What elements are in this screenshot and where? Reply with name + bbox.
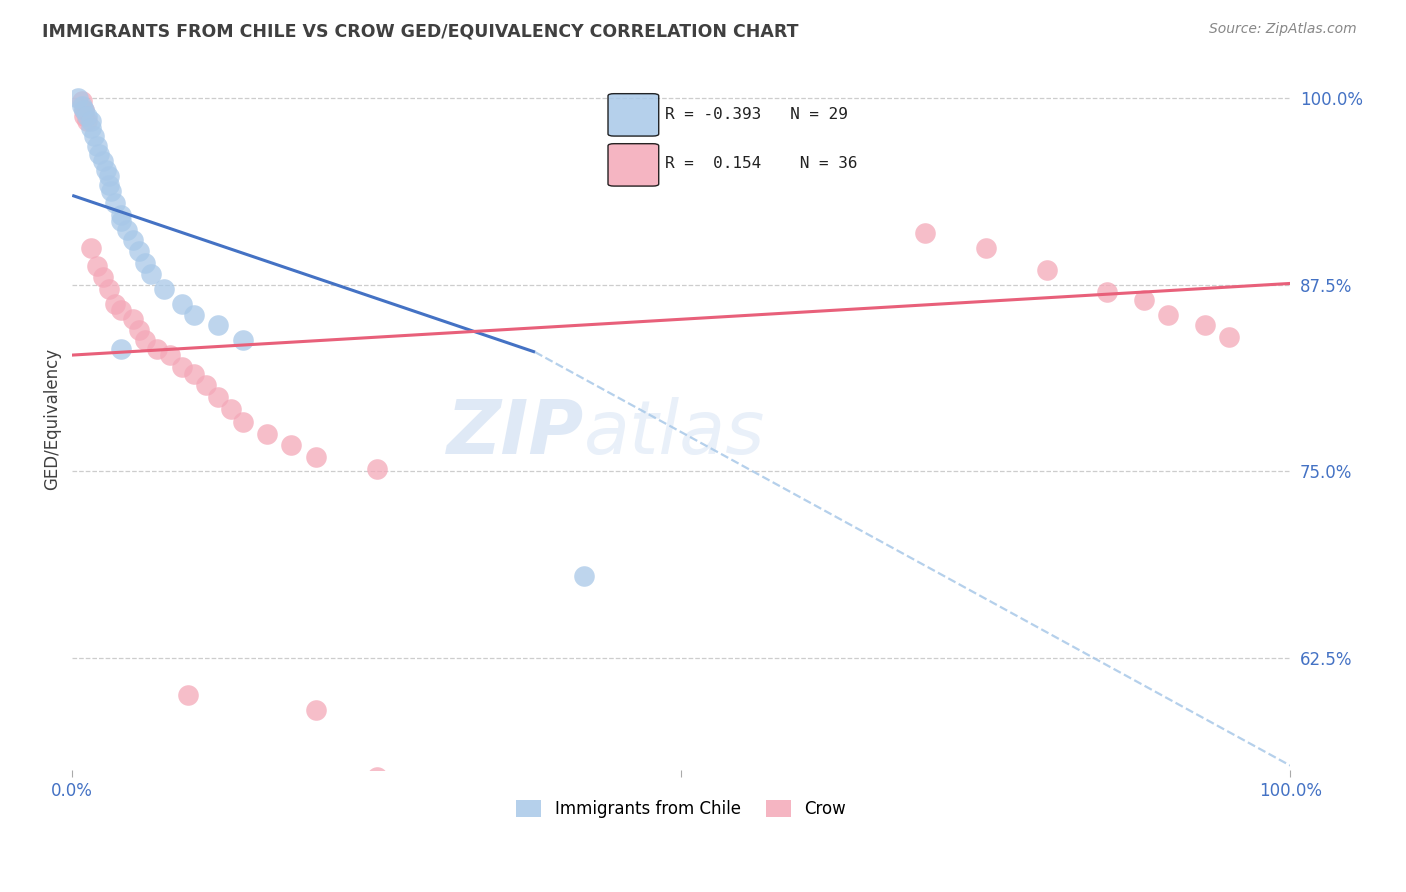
Point [366, 461, 388, 475]
Point [110, 342, 132, 356]
Point [1218, 330, 1240, 344]
Point [366, 771, 388, 785]
Point [86, 259, 108, 273]
Point [73, 109, 96, 123]
Point [159, 348, 181, 362]
Point [70, 95, 93, 109]
Point [305, 703, 328, 717]
Point [70, 99, 93, 113]
Point [83, 128, 105, 143]
Text: atlas: atlas [583, 397, 765, 469]
Point [91, 154, 114, 169]
Text: Source: ZipAtlas.com: Source: ZipAtlas.com [1209, 22, 1357, 37]
Point [256, 427, 278, 442]
Point [104, 195, 127, 210]
Point [1097, 285, 1119, 300]
Point [79, 241, 101, 255]
Point [170, 359, 193, 374]
Point [207, 390, 229, 404]
Point [97, 178, 120, 192]
Point [76, 109, 98, 123]
Point [232, 415, 254, 429]
Y-axis label: GED/Equivalency: GED/Equivalency [44, 348, 60, 491]
Point [974, 241, 997, 255]
Point [177, 689, 200, 703]
Point [572, 569, 595, 583]
Point [1035, 263, 1057, 277]
Point [122, 233, 145, 247]
Point [96, 163, 118, 178]
Point [914, 226, 936, 240]
Point [122, 312, 145, 326]
Point [87, 146, 110, 161]
Point [1133, 293, 1156, 307]
Point [1194, 318, 1216, 333]
Point [141, 268, 163, 282]
Point [79, 121, 101, 136]
Point [67, 91, 90, 105]
Point [100, 184, 122, 198]
Point [110, 303, 132, 318]
Point [128, 323, 150, 337]
Point [79, 113, 101, 128]
Point [128, 244, 150, 258]
Point [115, 223, 138, 237]
Point [97, 169, 120, 183]
Point [170, 297, 193, 311]
Point [73, 103, 96, 118]
Point [232, 333, 254, 347]
Point [146, 342, 169, 356]
Point [104, 297, 127, 311]
Point [110, 213, 132, 227]
Point [134, 255, 156, 269]
Point [183, 368, 205, 382]
Point [86, 139, 108, 153]
Point [76, 113, 98, 128]
Point [207, 318, 229, 333]
Point [73, 103, 96, 118]
Point [280, 437, 302, 451]
Point [219, 401, 242, 416]
Point [97, 282, 120, 296]
Point [152, 282, 174, 296]
Point [91, 270, 114, 285]
Point [305, 450, 328, 464]
Text: IMMIGRANTS FROM CHILE VS CROW GED/EQUIVALENCY CORRELATION CHART: IMMIGRANTS FROM CHILE VS CROW GED/EQUIVA… [42, 22, 799, 40]
Text: ZIP: ZIP [447, 397, 583, 470]
Point [183, 308, 205, 322]
Point [1157, 308, 1180, 322]
Point [134, 333, 156, 347]
Legend: Immigrants from Chile, Crow: Immigrants from Chile, Crow [510, 793, 852, 825]
Point [195, 378, 218, 392]
Point [110, 208, 132, 222]
